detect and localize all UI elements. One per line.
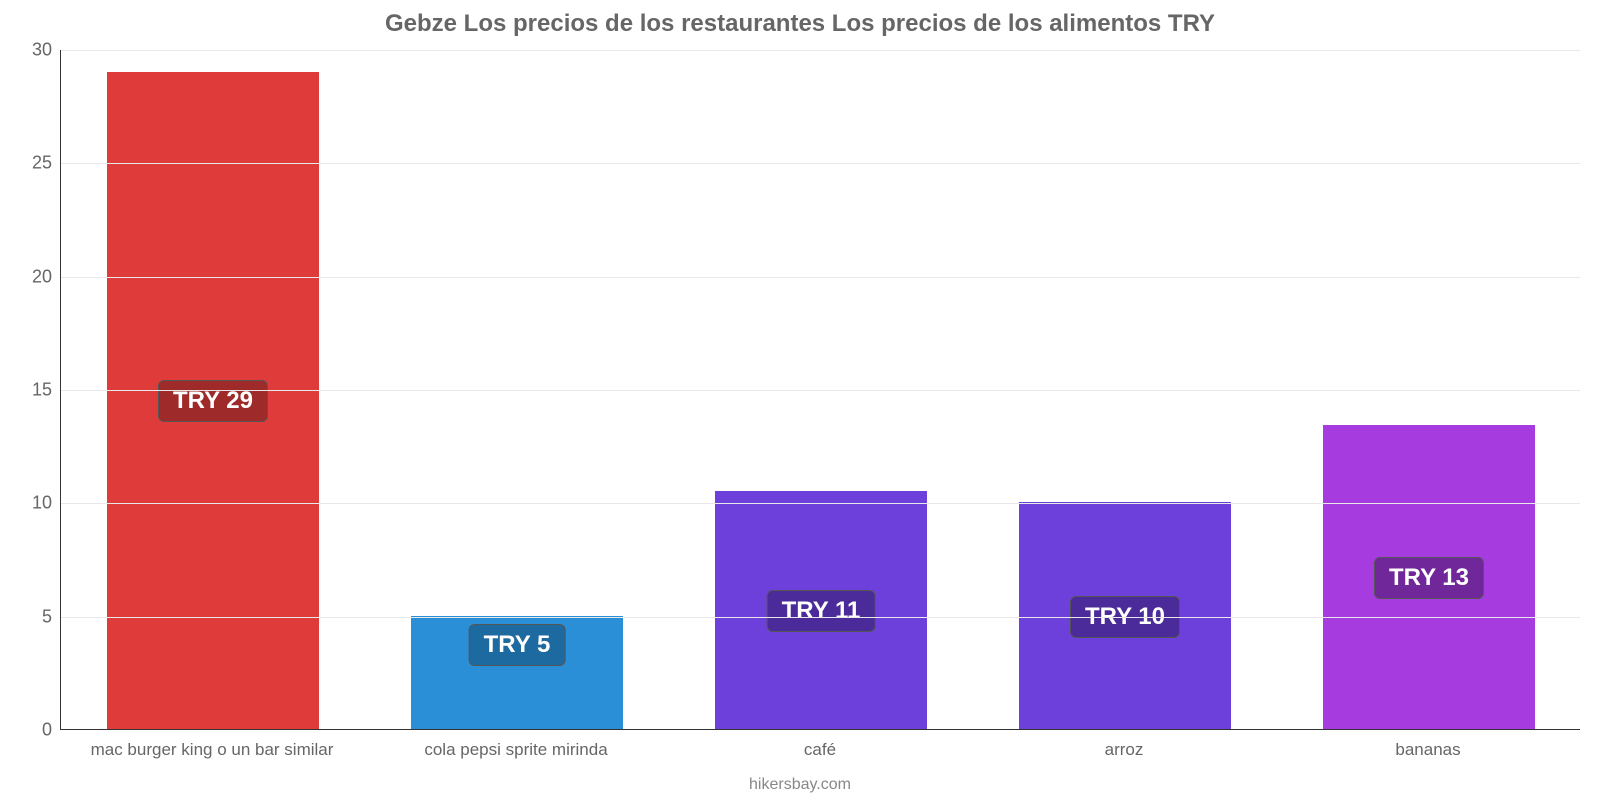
gridline	[61, 390, 1580, 391]
value-badge: TRY 5	[469, 624, 566, 666]
x-tick-label: bananas	[1284, 740, 1573, 760]
y-tick-label: 5	[12, 606, 52, 627]
gridline	[61, 617, 1580, 618]
y-tick-label: 0	[12, 720, 52, 741]
bar: TRY 29	[107, 72, 320, 729]
gridline	[61, 163, 1580, 164]
y-tick-label: 15	[12, 380, 52, 401]
plot-area: TRY 29TRY 5TRY 11TRY 10TRY 13	[60, 50, 1580, 730]
y-tick-label: 20	[12, 266, 52, 287]
chart-title: Gebze Los precios de los restaurantes Lo…	[0, 10, 1600, 38]
price-bar-chart: Gebze Los precios de los restaurantes Lo…	[0, 0, 1600, 800]
value-badge: TRY 29	[158, 380, 268, 422]
bar: TRY 5	[411, 616, 624, 729]
gridline	[61, 503, 1580, 504]
value-badge: TRY 13	[1374, 557, 1484, 599]
gridline	[61, 50, 1580, 51]
value-badge: TRY 11	[767, 590, 876, 632]
gridline	[61, 277, 1580, 278]
chart-footer: hikersbay.com	[0, 776, 1600, 794]
bar: TRY 11	[715, 491, 928, 729]
y-tick-label: 25	[12, 153, 52, 174]
bar: TRY 13	[1323, 425, 1536, 729]
x-tick-label: mac burger king o un bar similar	[68, 740, 357, 760]
y-tick-label: 10	[12, 493, 52, 514]
x-tick-label: cola pepsi sprite mirinda	[372, 740, 661, 760]
x-tick-label: arroz	[980, 740, 1269, 760]
y-tick-label: 30	[12, 40, 52, 61]
x-tick-label: café	[676, 740, 965, 760]
